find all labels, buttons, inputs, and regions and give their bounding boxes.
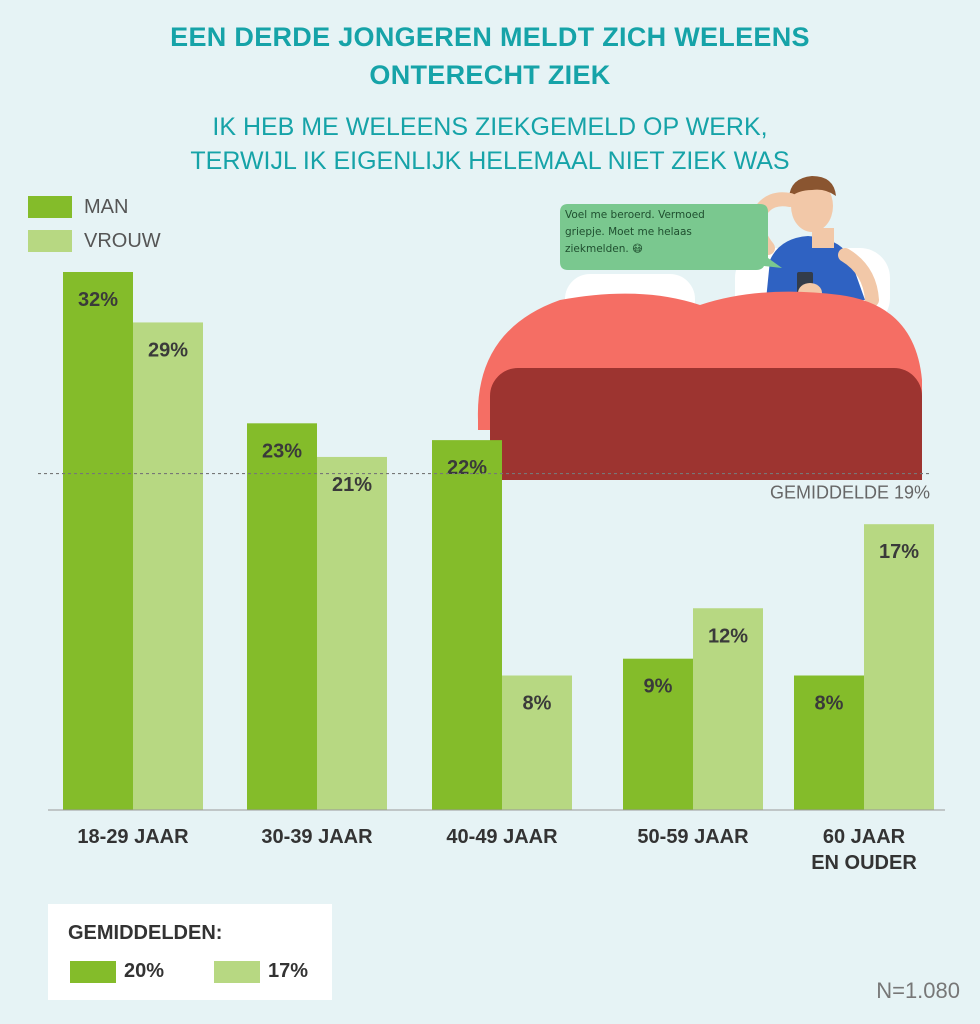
category-label-3: 50-59 JAAR — [637, 826, 749, 848]
category-label-4: 60 JAAR EN OUDER — [811, 826, 917, 874]
data-label-man-4: 8% — [815, 693, 844, 715]
legend-swatch-man — [28, 196, 72, 218]
average-vrouw: 17% — [214, 960, 308, 983]
speech-bubble: Voel me beroerd. Vermoed griepje. Moet m… — [565, 207, 740, 258]
category-label-2: 40-49 JAAR — [446, 826, 558, 848]
data-label-man-1: 23% — [262, 440, 302, 462]
average-value-man: 20% — [124, 960, 165, 982]
bar-vrouw-2 — [502, 675, 572, 810]
speech-bubble-text: Voel me beroerd. Vermoed griepje. Moet m… — [565, 209, 705, 255]
data-label-vrouw-1: 21% — [332, 474, 372, 496]
sick-emoji-icon: 😷 — [632, 243, 643, 255]
data-label-vrouw-3: 12% — [708, 625, 748, 647]
bar-man-2 — [432, 440, 502, 810]
legend-swatch-vrouw — [28, 230, 72, 252]
data-label-vrouw-0: 29% — [148, 339, 188, 361]
legend: MAN VROUW — [28, 190, 161, 258]
subtitle-line-1: IK HEB ME WELEENS ZIEKGEMELD OP WERK, — [212, 113, 768, 141]
legend-label-vrouw: VROUW — [84, 229, 161, 252]
averages-title: GEMIDDELDEN: — [68, 922, 223, 944]
average-swatch-vrouw — [214, 960, 260, 983]
averages-box: GEMIDDELDEN: 20% 17% — [48, 904, 332, 1000]
bar-man-3 — [623, 658, 693, 810]
bar-vrouw-3 — [693, 608, 763, 810]
data-label-man-0: 32% — [78, 289, 118, 311]
data-label-vrouw-4: 17% — [879, 541, 919, 563]
category-label-0: 18-29 JAAR — [77, 826, 189, 848]
title-line-2: ONTERECHT ZIEK — [369, 60, 611, 90]
average-man: 20% — [70, 960, 164, 983]
bar-man-4 — [794, 675, 864, 810]
data-labels-layer: 32% 23% 22% 9% 8% 29% 21% 8% 12% 17% — [78, 289, 919, 715]
bar-man-1 — [247, 423, 317, 810]
data-label-man-2: 22% — [447, 457, 487, 479]
bar-vrouw-1 — [317, 456, 387, 810]
average-value-vrouw: 17% — [268, 960, 309, 982]
category-label-1: 30-39 JAAR — [261, 826, 373, 848]
subtitle-line-2: TERWIJL IK EIGENLIJK HELEMAAL NIET ZIEK … — [190, 147, 790, 175]
title-line-1: EEN DERDE JONGEREN MELDT ZICH WELEENS — [170, 22, 810, 52]
legend-item-vrouw: VROUW — [28, 224, 161, 258]
bar-vrouw-0 — [133, 322, 203, 810]
sample-size-label: N=1.080 — [876, 978, 960, 1003]
legend-item-man: MAN — [28, 190, 161, 224]
data-label-man-3: 9% — [644, 676, 673, 698]
bar-vrouw-4 — [864, 524, 934, 810]
chart-title: EEN DERDE JONGEREN MELDT ZICH WELEENS ON… — [0, 18, 980, 94]
chart-subtitle: IK HEB ME WELEENS ZIEKGEMELD OP WERK, TE… — [0, 110, 980, 178]
sick-man-in-bed-illustration — [477, 176, 922, 480]
bars-layer — [63, 272, 934, 810]
bar-man-0 — [63, 272, 133, 810]
average-reference-label: GEMIDDELDE 19% — [770, 483, 930, 503]
data-label-vrouw-2: 8% — [523, 693, 552, 715]
legend-label-man: MAN — [84, 195, 129, 218]
average-swatch-man — [70, 960, 116, 983]
